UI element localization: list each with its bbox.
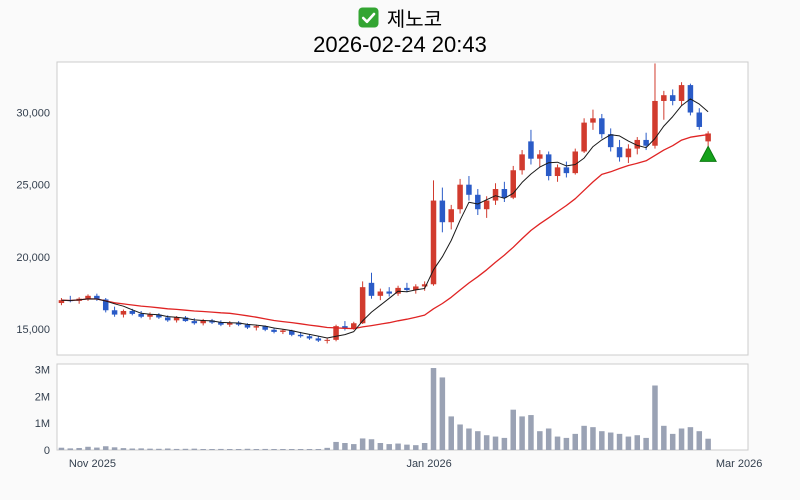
volume-axis-labels: 0 1M 2M 3M <box>35 364 50 457</box>
buy-marker <box>699 145 717 162</box>
checkbox-icon <box>358 7 379 28</box>
ma-short-line <box>61 98 709 339</box>
price-axis-labels: 15,000 20,000 25,000 30,000 <box>16 108 50 337</box>
svg-text:Jan 2026: Jan 2026 <box>406 458 451 470</box>
svg-text:0: 0 <box>44 445 50 457</box>
candles <box>58 63 711 344</box>
svg-text:2M: 2M <box>35 391 50 403</box>
plot-frames <box>56 61 749 451</box>
volume-bars <box>58 368 711 450</box>
svg-text:25,000: 25,000 <box>16 180 50 192</box>
stock-symbol: 제노코 <box>386 9 443 31</box>
svg-text:3M: 3M <box>35 364 50 376</box>
svg-text:15,000: 15,000 <box>16 324 50 336</box>
x-axis-labels: Nov 2025 Jan 2026 Mar 2026 <box>69 458 762 470</box>
chart-datetime: 2026-02-24 20:43 <box>313 32 487 57</box>
svg-text:Mar 2026: Mar 2026 <box>716 458 762 470</box>
title-line: 제노코 <box>0 4 800 31</box>
svg-text:1M: 1M <box>35 418 50 430</box>
svg-text:Nov 2025: Nov 2025 <box>69 458 116 470</box>
svg-text:30,000: 30,000 <box>16 108 50 120</box>
chart-header: 제노코 2026-02-24 20:43 <box>0 4 800 58</box>
ma-long-line <box>61 133 709 330</box>
svg-text:20,000: 20,000 <box>16 252 50 264</box>
